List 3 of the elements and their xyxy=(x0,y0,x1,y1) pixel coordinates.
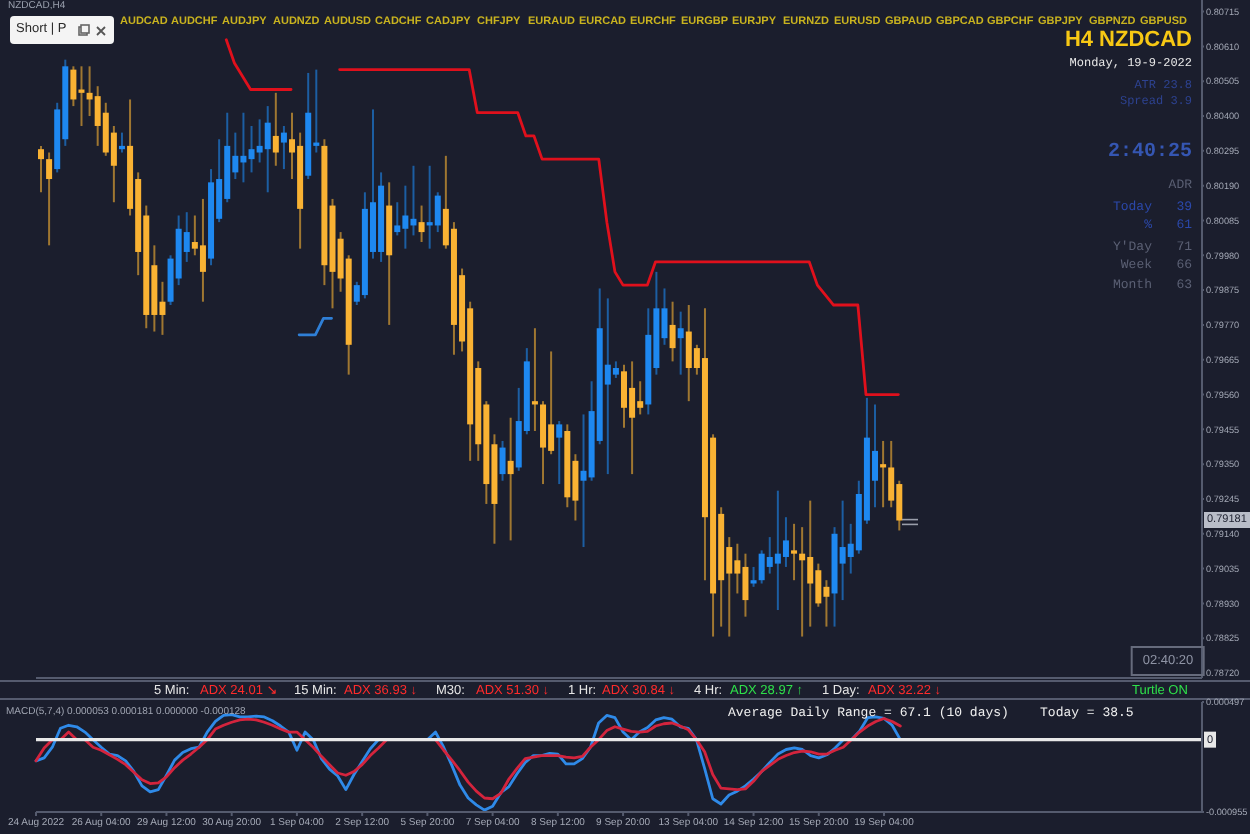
annotation: 2:40:25 xyxy=(1107,139,1192,165)
line-series xyxy=(34,717,902,801)
annotation: H4 NZDCAD xyxy=(1064,26,1192,54)
